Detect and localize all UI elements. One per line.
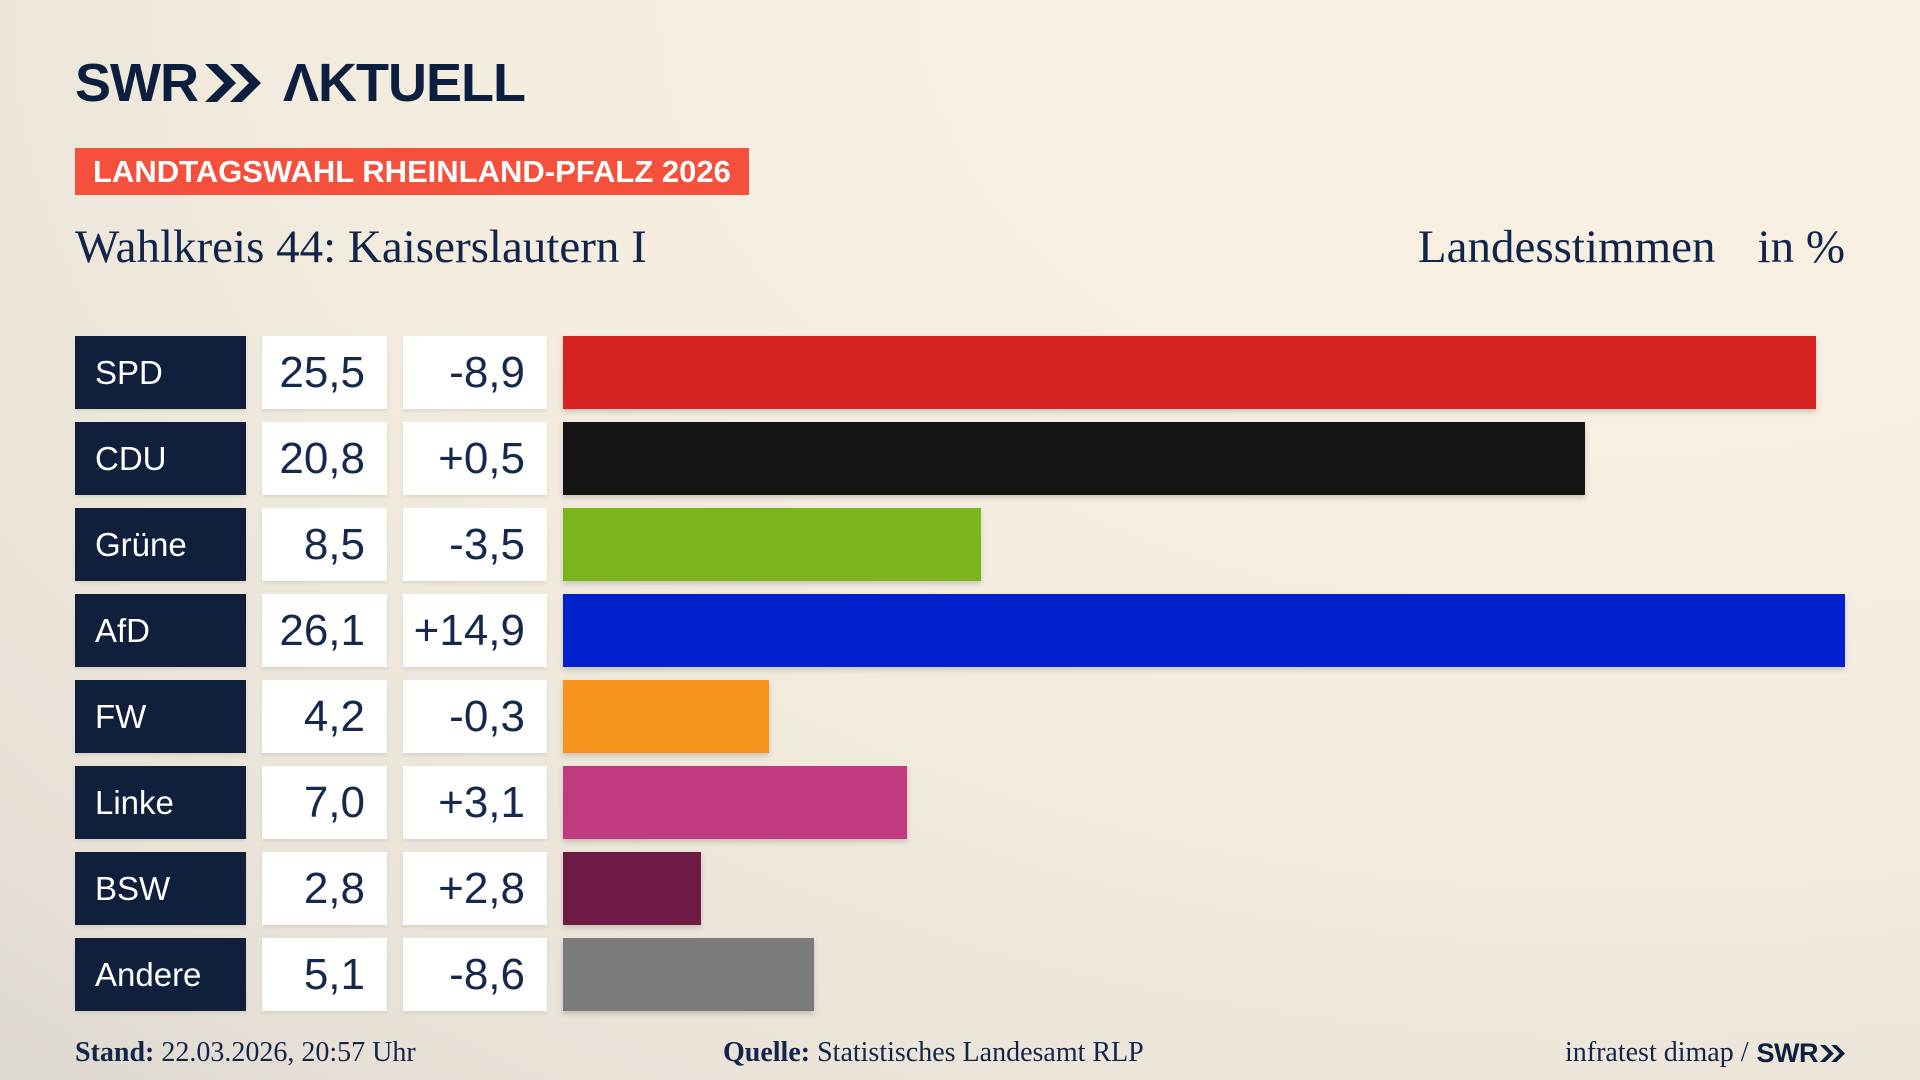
result-bar <box>563 594 1845 667</box>
measure-label: Landesstimmen <box>1417 221 1716 273</box>
party-change: +0,5 <box>403 422 547 495</box>
stand-label: Stand: <box>75 1037 155 1068</box>
party-value: 5,1 <box>262 938 387 1011</box>
credit-text: infratest dimap / <box>1564 1037 1749 1068</box>
badge: LANDTAGSWAHL RHEINLAND-PFALZ 2026 <box>75 148 749 195</box>
party-label: CDU <box>75 422 246 495</box>
measure-heading: Landesstimmen in % <box>1418 220 1845 274</box>
result-bar <box>563 422 1585 495</box>
party-change: -3,5 <box>403 508 547 581</box>
stand-value: 22.03.2026, 20:57 Uhr <box>161 1037 416 1068</box>
party-label: Linke <box>75 766 246 839</box>
title-bar: Wahlkreis 44: Kaiserslautern I Landessti… <box>75 220 1845 282</box>
result-bar <box>563 336 1816 409</box>
party-label: FW <box>75 680 246 753</box>
quelle-label: Quelle: <box>723 1037 811 1068</box>
double-chevron-icon <box>1820 1044 1845 1062</box>
bar-track <box>563 594 1845 667</box>
table-row: SPD 25,5 -8,9 <box>75 336 1845 409</box>
unit-label: in % <box>1757 221 1845 273</box>
aktuell-logo-text: ΛKTUELL <box>282 53 526 113</box>
table-row: CDU 20,8 +0,5 <box>75 422 1845 495</box>
party-value: 2,8 <box>262 852 387 925</box>
result-bar <box>563 766 907 839</box>
bar-track <box>563 336 1845 409</box>
party-value: 4,2 <box>262 680 387 753</box>
bar-track <box>563 508 1845 581</box>
table-row: Andere 5,1 -8,6 <box>75 938 1845 1011</box>
source-note: Quelle: Statistisches Landesamt RLP <box>723 1032 1144 1074</box>
bar-track <box>563 852 1845 925</box>
swr-logo-text: SWR <box>75 53 199 113</box>
quelle-value: Statistisches Landesamt RLP <box>817 1037 1144 1068</box>
party-change: -0,3 <box>403 680 547 753</box>
party-value: 8,5 <box>262 508 387 581</box>
party-label: Grüne <box>75 508 246 581</box>
bar-track <box>563 938 1845 1011</box>
swr-mini-logo: SWR <box>1757 1032 1845 1074</box>
party-label: SPD <box>75 336 246 409</box>
party-label: BSW <box>75 852 246 925</box>
party-change: +2,8 <box>403 852 547 925</box>
credit-note: infratest dimap / SWR <box>1565 1032 1845 1074</box>
table-row: BSW 2,8 +2,8 <box>75 852 1845 925</box>
table-row: FW 4,2 -0,3 <box>75 680 1845 753</box>
result-bar <box>563 508 981 581</box>
party-change: -8,6 <box>403 938 547 1011</box>
party-value: 20,8 <box>262 422 387 495</box>
table-row: Grüne 8,5 -3,5 <box>75 508 1845 581</box>
party-change: +14,9 <box>403 594 547 667</box>
party-value: 7,0 <box>262 766 387 839</box>
party-value: 25,5 <box>262 336 387 409</box>
double-chevron-icon <box>204 64 261 102</box>
stand-timestamp: Stand: 22.03.2026, 20:57 Uhr <box>75 1032 416 1074</box>
party-label: Andere <box>75 938 246 1011</box>
page-title: Wahlkreis 44: Kaiserslautern I <box>75 221 647 273</box>
party-change: +3,1 <box>403 766 547 839</box>
result-bar <box>563 852 701 925</box>
table-row: Linke 7,0 +3,1 <box>75 766 1845 839</box>
bar-track <box>563 766 1845 839</box>
bar-track <box>563 680 1845 753</box>
swr-aktuell-logo: SWR ΛKTUELL <box>75 53 526 113</box>
result-bar <box>563 680 770 753</box>
results-table: SPD 25,5 -8,9 CDU 20,8 +0,5 Grüne 8,5 -3… <box>75 336 1845 1024</box>
party-label: AfD <box>75 594 246 667</box>
table-row: AfD 26,1 +14,9 <box>75 594 1845 667</box>
bar-track <box>563 422 1845 495</box>
footer: Stand: 22.03.2026, 20:57 Uhr Quelle: Sta… <box>75 1032 1845 1074</box>
party-change: -8,9 <box>403 336 547 409</box>
party-value: 26,1 <box>262 594 387 667</box>
result-bar <box>563 938 814 1011</box>
